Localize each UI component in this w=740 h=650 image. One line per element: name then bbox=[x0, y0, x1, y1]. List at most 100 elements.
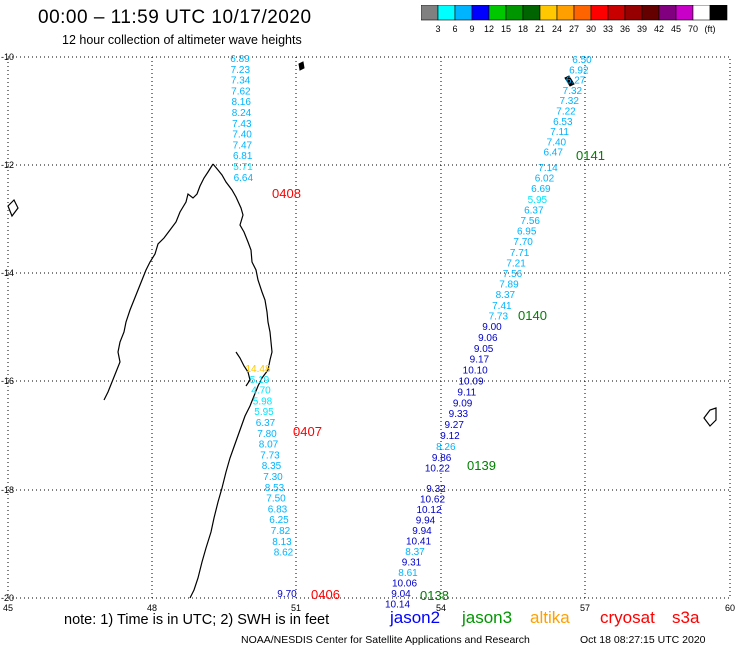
chart-title: 00:00 – 11:59 UTC 10/17/2020 bbox=[38, 7, 312, 28]
legend-label: 18 bbox=[518, 24, 528, 34]
legend-label: 33 bbox=[603, 24, 613, 34]
pass-label: 0141 bbox=[576, 148, 605, 163]
legend-label: 15 bbox=[501, 24, 511, 34]
swh-value-label: 7.47 bbox=[233, 140, 253, 151]
swh-value-label: 9.33 bbox=[449, 409, 469, 420]
cargados-island bbox=[564, 75, 575, 87]
swh-value-label: 9.00 bbox=[482, 322, 502, 333]
swh-value-label: 9.04 bbox=[391, 589, 411, 600]
swh-value-label: 9.31 bbox=[402, 558, 422, 569]
swh-value-label: 5.95 bbox=[528, 195, 548, 206]
legend-label: 42 bbox=[654, 24, 664, 34]
pass-label: 0407 bbox=[293, 424, 322, 439]
swh-value-label: 8.35 bbox=[262, 461, 282, 472]
legend-label: 24 bbox=[552, 24, 562, 34]
legend-label: 39 bbox=[637, 24, 647, 34]
swh-value-label: 7.70 bbox=[513, 237, 533, 248]
swh-value-label: 10.62 bbox=[420, 495, 445, 506]
swh-value-label: 7.23 bbox=[231, 65, 251, 76]
pass-label: 0139 bbox=[467, 458, 496, 473]
x-tick-label: 45 bbox=[3, 603, 13, 613]
swh-value-label: 9.05 bbox=[474, 344, 494, 355]
y-tick-label: -18 bbox=[1, 485, 14, 495]
swh-value-label: 10.12 bbox=[416, 505, 441, 516]
wave-height-color-legend: 3 6 9 12 15 18 21 24 27 30 33 36 39 42 45 70 (ft) bbox=[421, 5, 728, 34]
swh-value-label: 7.73 bbox=[489, 311, 509, 322]
pass-label: 0408 bbox=[272, 186, 301, 201]
swh-value-label: 9.86 bbox=[432, 453, 452, 464]
swh-value-label: 9.12 bbox=[440, 431, 460, 442]
y-tick-label: -12 bbox=[1, 160, 14, 170]
satellite-tracks: 6.897.237.347.628.168.247.437.407.476.81… bbox=[230, 54, 605, 611]
x-tick-label: 51 bbox=[291, 603, 301, 613]
swh-value-label: 7.30 bbox=[263, 472, 283, 483]
swh-value-label: 6.47 bbox=[543, 148, 563, 159]
swh-value-label: 9.27 bbox=[444, 420, 464, 431]
swh-value-label: 7.43 bbox=[232, 119, 252, 130]
swh-value-label: 8.37 bbox=[496, 290, 516, 301]
x-tick-label: 57 bbox=[580, 603, 590, 613]
swh-value-label: 7.73 bbox=[260, 450, 280, 461]
map-grid bbox=[7, 56, 731, 599]
swh-value-label: 9.94 bbox=[412, 526, 432, 537]
swh-value-label: 6.83 bbox=[268, 504, 288, 515]
swh-value-label: 6.50 bbox=[572, 55, 592, 66]
swh-value-label: 10.41 bbox=[406, 537, 431, 548]
y-tick-label: -16 bbox=[1, 376, 14, 386]
swh-value-label: 10.14 bbox=[385, 600, 410, 611]
legend-label: 45 bbox=[671, 24, 681, 34]
swh-value-label: 8.26 bbox=[436, 442, 456, 453]
swh-value-label: 7.40 bbox=[547, 137, 567, 148]
sainte-marie-island bbox=[235, 351, 251, 387]
swh-value-label: 7.56 bbox=[521, 216, 541, 227]
map-frame bbox=[7, 56, 731, 599]
swh-value-label: 8.07 bbox=[259, 440, 279, 451]
swh-value-label: 7.11 bbox=[550, 127, 569, 138]
legend-label: 12 bbox=[484, 24, 494, 34]
swh-value-label: 10.06 bbox=[392, 579, 417, 590]
y-tick-label: -10 bbox=[1, 52, 14, 62]
swh-value-label: 14.48 bbox=[245, 364, 270, 375]
legend-label: 70 bbox=[688, 24, 698, 34]
swh-value-label: 6.92 bbox=[569, 65, 589, 76]
pass-label: 0140 bbox=[518, 308, 547, 323]
y-tick-label: -14 bbox=[1, 268, 14, 278]
swh-value-label: 8.13 bbox=[272, 537, 292, 548]
swh-value-label: 8.53 bbox=[265, 483, 285, 494]
swh-value-label: 7.82 bbox=[271, 526, 291, 537]
legend-label: (ft) bbox=[705, 24, 716, 34]
legend-label: 27 bbox=[569, 24, 579, 34]
swh-value-label: 8.16 bbox=[231, 97, 251, 108]
swh-value-label: 6.95 bbox=[517, 227, 537, 238]
swh-value-label: 7.41 bbox=[492, 301, 512, 312]
swh-value-label: 6.53 bbox=[553, 117, 573, 128]
swh-value-label: 5.19 bbox=[250, 375, 270, 386]
satellite-altika: altika bbox=[530, 608, 570, 627]
pass-label: 0138 bbox=[420, 588, 449, 603]
credit-line: NOAA/NESDIS Center for Satellite Applica… bbox=[241, 634, 530, 646]
chart-subtitle: 12 hour collection of altimeter wave hei… bbox=[62, 33, 302, 47]
satellite-jason3: jason3 bbox=[462, 608, 513, 627]
swh-value-label: 7.89 bbox=[499, 280, 519, 291]
x-tick-label: 54 bbox=[436, 603, 446, 613]
mascarene-island bbox=[703, 407, 717, 427]
x-tick-label: 60 bbox=[725, 603, 735, 613]
swh-value-label: 9.09 bbox=[453, 398, 473, 409]
swh-value-label: 7.21 bbox=[506, 258, 526, 269]
legend-label: 9 bbox=[469, 24, 474, 34]
swh-value-label: 9.70 bbox=[277, 589, 297, 600]
satellite-s3a: s3a bbox=[672, 608, 700, 627]
islet-west bbox=[7, 198, 19, 218]
swh-value-label: 6.69 bbox=[531, 184, 551, 195]
swh-value-label: 9.32 bbox=[426, 484, 446, 495]
swh-value-label: 6.37 bbox=[524, 205, 544, 216]
swh-value-label: 9.11 bbox=[457, 387, 476, 398]
swh-value-label: 9.06 bbox=[478, 333, 498, 344]
swh-value-label: 5.71 bbox=[233, 162, 253, 173]
swh-value-label: 5.98 bbox=[253, 396, 273, 407]
swh-value-label: 10.22 bbox=[425, 464, 450, 475]
generation-timestamp: Oct 18 08:27:15 UTC 2020 bbox=[580, 634, 706, 646]
swh-value-label: 6.27 bbox=[566, 76, 586, 87]
